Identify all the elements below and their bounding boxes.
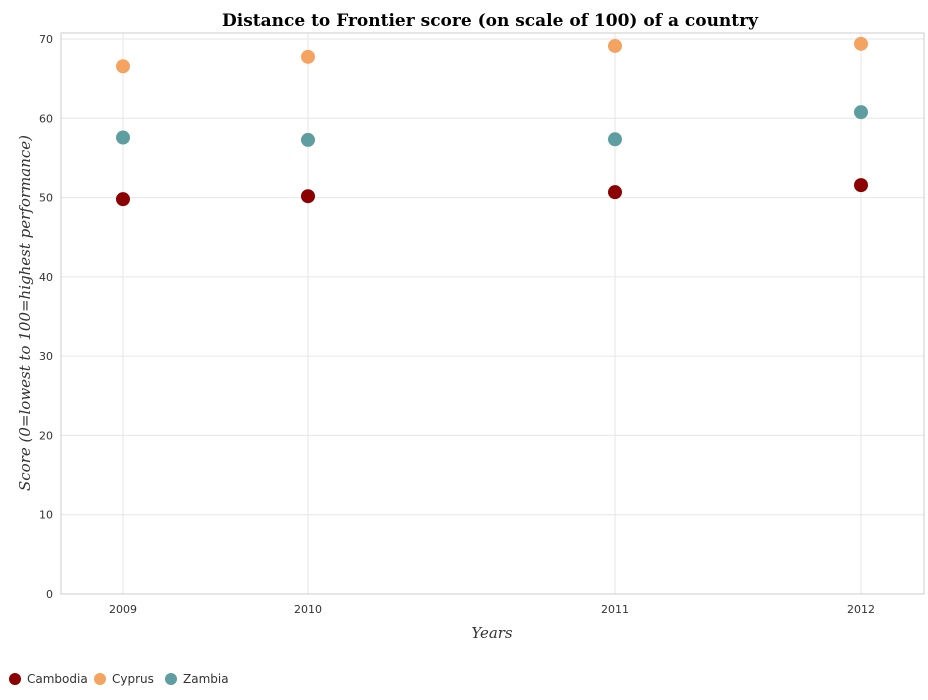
data-point-zambia	[608, 132, 622, 147]
x-axis-label: Years	[471, 624, 513, 642]
x-tick-label: 2012	[847, 603, 875, 616]
chart-title: Distance to Frontier score (on scale of …	[222, 11, 759, 31]
legend-label-cambodia: Cambodia	[27, 672, 88, 686]
grid-lines	[61, 33, 924, 595]
data-point-cambodia	[116, 192, 130, 207]
y-tick-label: 20	[39, 429, 53, 442]
data-points	[116, 36, 868, 207]
x-tick-label: 2011	[601, 603, 629, 616]
data-point-cyprus	[608, 38, 622, 53]
x-tick-label: 2009	[109, 603, 137, 616]
x-tick-label: 2010	[294, 603, 322, 616]
y-axis: 0 10 20 30 40 50 60 70	[39, 33, 53, 601]
y-tick-label: 50	[39, 192, 53, 205]
data-point-cambodia	[854, 178, 868, 193]
plot-frame	[60, 32, 925, 595]
data-point-zambia	[116, 130, 130, 145]
y-tick-label: 10	[39, 509, 53, 522]
legend-label-cyprus: Cyprus	[112, 672, 154, 686]
data-point-cyprus	[301, 49, 315, 64]
y-tick-label: 40	[39, 271, 53, 284]
data-point-zambia	[301, 132, 315, 147]
data-point-zambia	[854, 105, 868, 120]
y-tick-label: 60	[39, 112, 53, 125]
x-axis: 2009 2010 2011 2012	[109, 603, 875, 616]
data-point-cambodia	[608, 185, 622, 200]
data-point-cyprus	[116, 59, 130, 74]
y-tick-label: 0	[46, 588, 53, 601]
y-axis-label: Score (0=lowest to 100=highest performan…	[16, 135, 34, 491]
data-point-cyprus	[854, 36, 868, 51]
y-tick-label: 30	[39, 350, 53, 363]
legend: Cambodia Cyprus Zambia	[9, 672, 229, 686]
legend-marker-zambia	[165, 673, 177, 685]
data-point-cambodia	[301, 189, 315, 204]
legend-marker-cyprus	[94, 673, 106, 685]
legend-marker-cambodia	[9, 673, 21, 685]
y-tick-label: 70	[39, 33, 53, 46]
legend-label-zambia: Zambia	[183, 672, 229, 686]
